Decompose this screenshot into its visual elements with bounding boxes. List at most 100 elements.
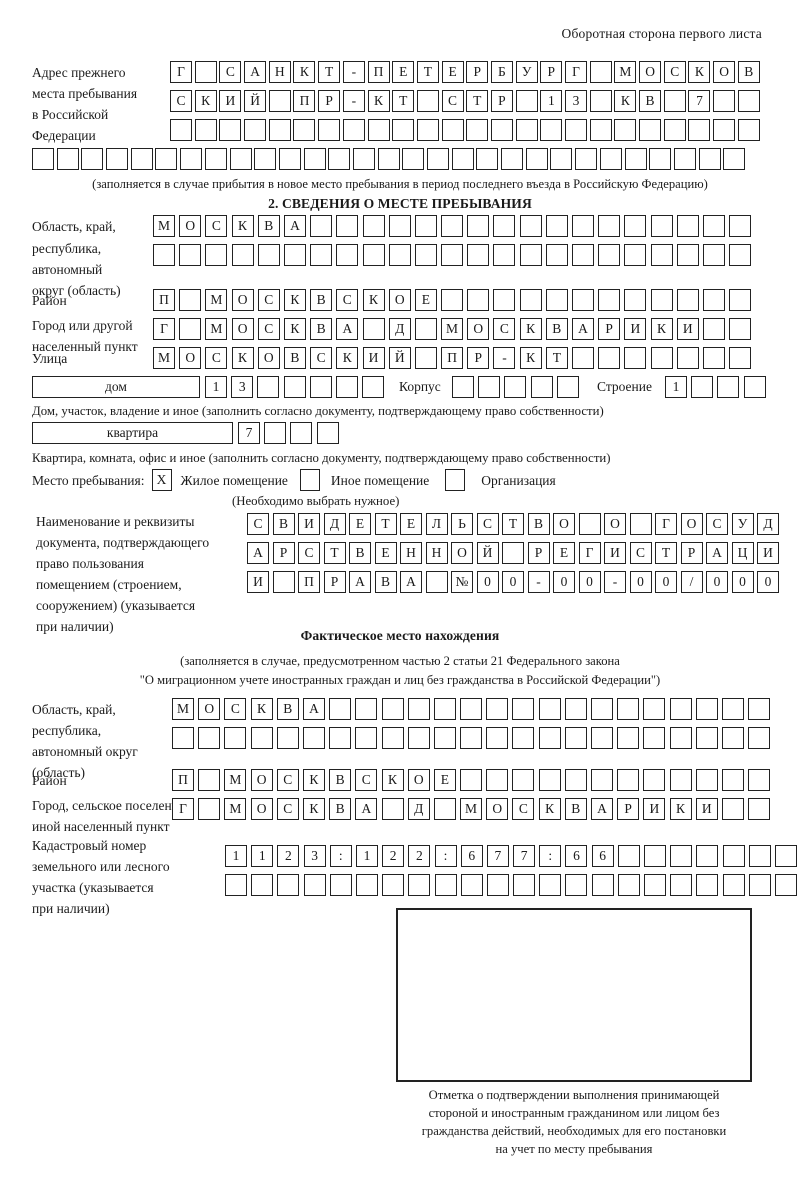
char-cell[interactable] bbox=[598, 289, 621, 311]
char-cell[interactable] bbox=[617, 727, 640, 749]
char-cell[interactable]: К bbox=[231, 215, 254, 237]
char-cell[interactable] bbox=[106, 148, 129, 170]
char-cell[interactable] bbox=[336, 244, 359, 266]
char-cell[interactable] bbox=[721, 727, 744, 749]
char-cell[interactable] bbox=[572, 347, 594, 369]
char-cell[interactable] bbox=[564, 769, 587, 791]
char-cell[interactable] bbox=[205, 244, 228, 266]
char-cell[interactable]: О bbox=[553, 513, 575, 535]
char-cell[interactable]: Г bbox=[565, 61, 587, 83]
char-cell[interactable] bbox=[550, 148, 573, 170]
char-cell[interactable] bbox=[407, 698, 430, 720]
char-cell[interactable] bbox=[362, 376, 385, 398]
char-cell[interactable] bbox=[513, 874, 536, 896]
char-cell[interactable]: С bbox=[355, 769, 378, 791]
char-cell[interactable]: Р bbox=[318, 90, 341, 112]
char-cell[interactable]: П bbox=[298, 571, 320, 593]
char-cell[interactable] bbox=[352, 148, 375, 170]
char-cell[interactable]: К bbox=[293, 61, 316, 83]
char-cell[interactable] bbox=[342, 119, 365, 141]
char-cell[interactable]: К bbox=[336, 347, 359, 369]
char-cell[interactable]: О bbox=[179, 347, 202, 369]
char-cell[interactable] bbox=[540, 119, 563, 141]
char-cell[interactable]: Д bbox=[757, 513, 779, 535]
char-cell[interactable] bbox=[650, 347, 673, 369]
char-cell[interactable] bbox=[538, 727, 561, 749]
char-cell[interactable] bbox=[362, 244, 385, 266]
char-cell[interactable] bbox=[56, 148, 79, 170]
char-cell[interactable] bbox=[268, 90, 291, 112]
char-cell[interactable]: Р bbox=[466, 61, 489, 83]
char-cell[interactable]: Г bbox=[153, 318, 175, 340]
char-cell[interactable]: С bbox=[441, 90, 464, 112]
char-cell[interactable] bbox=[695, 769, 718, 791]
char-cell[interactable]: : bbox=[329, 845, 352, 867]
char-cell[interactable] bbox=[335, 376, 358, 398]
char-cell[interactable]: С bbox=[298, 542, 320, 564]
char-cell[interactable] bbox=[729, 215, 752, 237]
char-cell[interactable]: Р bbox=[680, 542, 703, 564]
char-cell[interactable]: О bbox=[257, 347, 280, 369]
char-cell[interactable] bbox=[504, 376, 527, 398]
char-cell[interactable] bbox=[519, 244, 542, 266]
char-cell[interactable] bbox=[460, 769, 483, 791]
char-cell[interactable]: М bbox=[224, 769, 247, 791]
char-cell[interactable] bbox=[643, 698, 666, 720]
char-cell[interactable] bbox=[530, 376, 553, 398]
char-cell[interactable] bbox=[702, 289, 725, 311]
char-cell[interactable]: - bbox=[604, 571, 626, 593]
char-cell[interactable]: 3 bbox=[565, 90, 587, 112]
char-cell[interactable]: 6 bbox=[565, 845, 588, 867]
char-cell[interactable] bbox=[441, 244, 464, 266]
char-cell[interactable] bbox=[204, 148, 227, 170]
char-cell[interactable]: О bbox=[713, 61, 736, 83]
prev-address-row-4[interactable] bbox=[32, 148, 746, 170]
char-cell[interactable] bbox=[598, 215, 621, 237]
char-cell[interactable] bbox=[669, 769, 692, 791]
char-cell[interactable]: К bbox=[283, 318, 306, 340]
char-cell[interactable] bbox=[231, 244, 254, 266]
char-cell[interactable]: 0 bbox=[706, 571, 728, 593]
char-cell[interactable]: 6 bbox=[460, 845, 483, 867]
char-cell[interactable]: Е bbox=[441, 61, 464, 83]
char-cell[interactable]: П bbox=[293, 90, 316, 112]
char-cell[interactable]: - bbox=[527, 571, 550, 593]
char-cell[interactable] bbox=[257, 376, 280, 398]
char-cell[interactable]: А bbox=[591, 798, 613, 820]
char-cell[interactable]: Р bbox=[272, 542, 295, 564]
stroenie-cells[interactable]: 1 bbox=[665, 376, 766, 398]
stay-type-option-organization-checkbox[interactable] bbox=[445, 469, 466, 491]
char-cell[interactable]: Е bbox=[433, 769, 456, 791]
char-cell[interactable] bbox=[565, 119, 587, 141]
char-cell[interactable]: О bbox=[486, 798, 509, 820]
char-cell[interactable]: 2 bbox=[277, 845, 300, 867]
char-cell[interactable]: Д bbox=[388, 318, 411, 340]
char-cell[interactable] bbox=[225, 874, 247, 896]
char-cell[interactable] bbox=[629, 513, 652, 535]
char-cell[interactable]: 0 bbox=[655, 571, 677, 593]
char-cell[interactable]: М bbox=[205, 318, 228, 340]
char-cell[interactable]: Д bbox=[407, 798, 430, 820]
char-cell[interactable]: 1 bbox=[540, 90, 563, 112]
char-cell[interactable] bbox=[722, 845, 745, 867]
char-cell[interactable] bbox=[729, 289, 752, 311]
char-cell[interactable]: 7 bbox=[688, 90, 711, 112]
char-cell[interactable] bbox=[493, 289, 516, 311]
char-cell[interactable]: Р bbox=[490, 90, 513, 112]
char-cell[interactable]: К bbox=[302, 769, 325, 791]
char-cell[interactable]: О bbox=[231, 289, 254, 311]
char-cell[interactable] bbox=[180, 148, 203, 170]
char-cell[interactable] bbox=[402, 148, 425, 170]
char-cell[interactable] bbox=[670, 874, 693, 896]
char-cell[interactable] bbox=[310, 244, 333, 266]
char-cell[interactable] bbox=[722, 874, 745, 896]
char-cell[interactable] bbox=[414, 215, 437, 237]
char-cell[interactable] bbox=[362, 215, 385, 237]
char-cell[interactable] bbox=[589, 119, 612, 141]
char-cell[interactable] bbox=[519, 289, 542, 311]
